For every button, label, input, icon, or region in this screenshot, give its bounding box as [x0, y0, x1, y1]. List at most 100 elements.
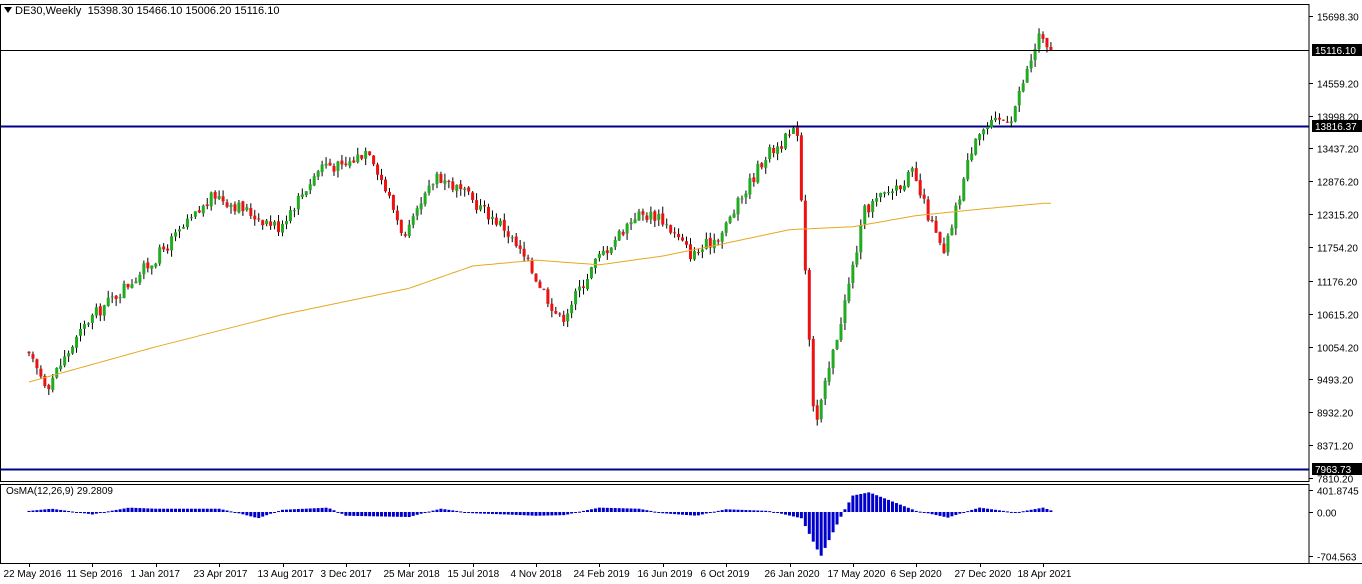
candle-body — [1025, 68, 1029, 83]
candle-body — [641, 211, 645, 215]
price-tick-label: 12876.20 — [1317, 178, 1359, 189]
osma-bar — [530, 512, 534, 516]
candle-body — [1001, 119, 1005, 121]
candle-body — [154, 263, 158, 267]
osma-bar — [47, 508, 51, 512]
osma-bar — [1029, 509, 1033, 512]
candle-body — [1037, 33, 1041, 50]
candle-body — [459, 184, 463, 190]
osma-bar — [90, 512, 94, 515]
candle-body — [831, 349, 835, 368]
osma-bar — [819, 512, 823, 556]
candle-body — [795, 127, 799, 136]
osma-bar — [859, 493, 863, 512]
candle-body — [918, 180, 922, 196]
osma-bar — [213, 508, 217, 512]
candle-body — [768, 147, 772, 160]
osma-bar — [364, 512, 368, 517]
dropdown-triangle-icon[interactable] — [4, 7, 12, 13]
candle-body — [380, 174, 384, 181]
candle-body — [181, 227, 185, 229]
candle-body — [43, 376, 47, 386]
osma-bar — [435, 509, 439, 512]
osma-bar — [419, 512, 423, 514]
osma-bar — [621, 508, 625, 512]
osma-bar — [273, 512, 277, 513]
osma-bar — [526, 512, 530, 516]
candle-body — [661, 213, 665, 225]
candle-body — [90, 315, 94, 323]
indicator-pane-frame — [0, 484, 1310, 564]
osma-bar — [372, 512, 376, 517]
osma-bar — [71, 511, 75, 513]
osma-bar — [383, 512, 387, 517]
date-tick-label: 6 Sep 2020 — [891, 569, 943, 580]
osma-bar — [467, 512, 471, 513]
osma-bar — [316, 508, 320, 512]
osma-bar — [479, 512, 483, 514]
candle-body — [356, 154, 360, 163]
candle-body — [902, 185, 906, 191]
osma-bar — [863, 493, 867, 512]
candle-body — [59, 365, 63, 369]
candle-body — [47, 385, 51, 390]
osma-bar — [851, 495, 855, 512]
osma-bar — [201, 508, 205, 512]
candle-body — [213, 192, 217, 199]
level-price-tag-bg — [1312, 463, 1362, 475]
osma-bar — [1025, 510, 1029, 512]
candle-body — [617, 231, 621, 241]
osma-bar — [114, 509, 118, 512]
candle-body — [328, 162, 332, 166]
candle-body — [265, 220, 269, 225]
osma-bar — [328, 508, 332, 512]
price-tick-label: 10615.20 — [1317, 311, 1359, 322]
osma-bar — [879, 496, 883, 512]
osma-bar — [784, 512, 788, 515]
date-tick-label: 18 Apr 2021 — [1018, 569, 1072, 580]
osma-bar — [780, 512, 784, 514]
candle-body — [914, 168, 918, 181]
candle-body — [669, 225, 673, 233]
candle-body — [514, 236, 518, 246]
candle-body — [526, 257, 530, 259]
osma-bar — [740, 509, 744, 512]
osma-bar — [415, 512, 419, 515]
osma-bar — [954, 512, 958, 515]
main-pane-frame — [0, 4, 1310, 482]
osma-bar — [27, 510, 31, 512]
osma-bar — [732, 509, 736, 512]
candle-body — [696, 252, 700, 254]
osma-bar — [502, 512, 506, 515]
osma-bar — [855, 494, 859, 512]
candle-body — [748, 178, 752, 195]
candle-body — [982, 129, 986, 135]
candle-body — [162, 246, 166, 250]
candle-body — [788, 134, 791, 136]
candle-body — [75, 336, 79, 348]
candle-body — [1029, 60, 1033, 69]
candle-body — [784, 133, 788, 149]
osma-bar — [98, 512, 102, 513]
candle-body — [498, 220, 502, 226]
osma-bar — [174, 508, 178, 512]
level-price-tag: 13816.37 — [1315, 122, 1357, 133]
candle-body — [383, 179, 387, 192]
candle-body — [803, 200, 807, 271]
osma-bar — [249, 512, 253, 517]
candle-body — [613, 240, 617, 247]
candle-body — [467, 187, 471, 192]
candle-body — [292, 210, 296, 212]
osma-bar — [356, 512, 360, 516]
osma-bar — [490, 512, 494, 514]
candle-body — [39, 368, 43, 377]
candle-body — [574, 290, 578, 305]
candle-body — [966, 159, 970, 180]
candle-body — [1041, 34, 1045, 39]
candle-body — [245, 207, 249, 211]
candle-body — [855, 252, 859, 265]
candle-body — [926, 199, 930, 221]
osma-bar — [558, 512, 562, 516]
